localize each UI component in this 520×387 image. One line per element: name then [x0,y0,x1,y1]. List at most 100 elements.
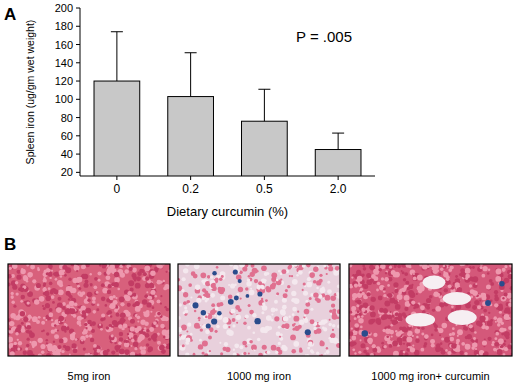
cell [220,296,225,301]
cell [504,307,510,313]
cell [128,326,130,328]
cell [416,293,418,295]
cell [444,337,450,343]
iron-stain [246,294,250,298]
cell [360,339,362,341]
cell [93,344,97,348]
cell [41,321,45,325]
cell [96,308,99,311]
cell [410,347,415,352]
cell [373,269,378,274]
cell [246,338,252,344]
cell [360,343,365,348]
cell [459,351,463,355]
bars [94,32,361,176]
cell [109,335,115,341]
cell [238,308,242,312]
cell [153,321,157,325]
cell [232,318,236,322]
cell [34,299,40,305]
iron-stain [238,279,242,283]
cell [452,327,455,330]
cell [368,332,370,334]
iron-stain [206,323,211,328]
cell [307,347,310,350]
cell [398,331,402,335]
cell [45,303,50,308]
cell [362,265,365,268]
cell [94,349,97,352]
cell [217,302,221,306]
iron-stain [499,281,505,287]
y-tick [76,26,80,27]
cell [332,314,338,320]
y-tick-label: 160 [55,39,73,51]
cell [70,337,72,339]
cell [497,349,503,355]
cell [137,339,141,343]
cell [289,275,291,277]
cell [205,281,210,286]
cell [87,320,92,325]
cell [92,300,96,304]
cell [292,313,295,316]
cell [146,329,149,332]
iron-stain [217,311,222,316]
cell [316,352,319,355]
cell [504,314,510,320]
cell [357,315,360,318]
micrograph [178,264,340,356]
cell [14,342,17,345]
cell [106,299,110,303]
cell [261,311,264,314]
cell [127,291,132,296]
cell [435,329,437,331]
cell [130,352,135,356]
cell [276,292,279,295]
cell [96,349,100,353]
cell [424,334,429,339]
error-cap [185,52,197,53]
cell [43,292,46,295]
cell [85,308,91,314]
cell [219,277,223,281]
cell [328,323,331,326]
cell [253,331,256,334]
cell [282,316,288,322]
cell [354,352,356,354]
cell [304,309,310,315]
cell [329,319,331,321]
cell [146,343,150,347]
cell [331,304,335,308]
cell [57,303,63,309]
iron-stain [212,271,216,275]
cell [188,283,192,287]
cell [497,323,501,327]
cell [382,329,385,332]
tissue-bg [349,264,512,356]
cell [293,341,299,347]
cell [57,329,59,331]
bar [168,97,214,176]
cell [507,344,512,349]
cell [182,277,186,281]
cell [426,306,430,310]
cell [473,283,478,288]
cell [21,322,24,325]
cell [283,293,288,298]
cell [250,288,252,290]
cell [43,317,46,320]
cell [304,315,306,317]
cell [59,283,63,287]
tissue-bg [8,264,170,356]
cell [502,296,507,301]
cell [26,325,31,330]
cell [305,302,310,307]
cell [92,296,96,300]
cell [439,273,442,276]
cell [97,271,101,275]
y-tick [76,117,80,118]
cell [387,315,392,320]
cell [73,314,77,318]
micrograph-frame [178,264,340,356]
